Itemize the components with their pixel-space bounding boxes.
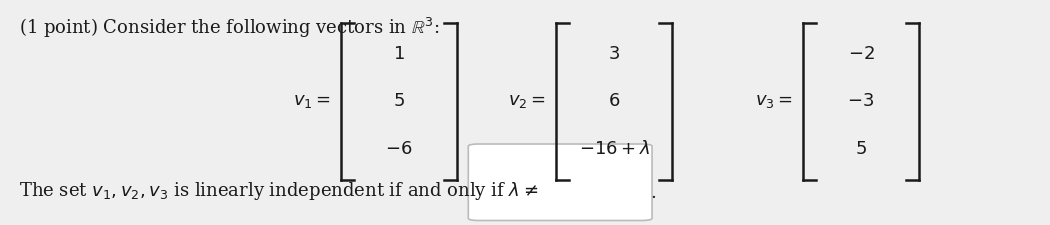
Text: The set $v_1, v_2, v_3$ is linearly independent if and only if $\lambda \neq$: The set $v_1, v_2, v_3$ is linearly inde… (19, 180, 538, 202)
Text: .: . (650, 184, 656, 202)
Text: (1 point) Consider the following vectors in $\mathbb{R}^3$:: (1 point) Consider the following vectors… (19, 16, 439, 40)
FancyBboxPatch shape (468, 144, 652, 220)
Text: $v_2 = $: $v_2 = $ (508, 92, 546, 110)
Text: $5$: $5$ (393, 92, 405, 110)
Text: $3$: $3$ (608, 45, 621, 63)
Text: $-3$: $-3$ (847, 92, 875, 110)
Text: $5$: $5$ (855, 140, 867, 158)
Text: $6$: $6$ (608, 92, 621, 110)
Text: $-16 + \lambda$: $-16 + \lambda$ (579, 140, 650, 158)
Text: $v_3 = $: $v_3 = $ (755, 92, 793, 110)
Text: $-2$: $-2$ (847, 45, 875, 63)
Text: $v_1 = $: $v_1 = $ (293, 92, 331, 110)
Text: $-6$: $-6$ (385, 140, 413, 158)
Text: $1$: $1$ (393, 45, 405, 63)
